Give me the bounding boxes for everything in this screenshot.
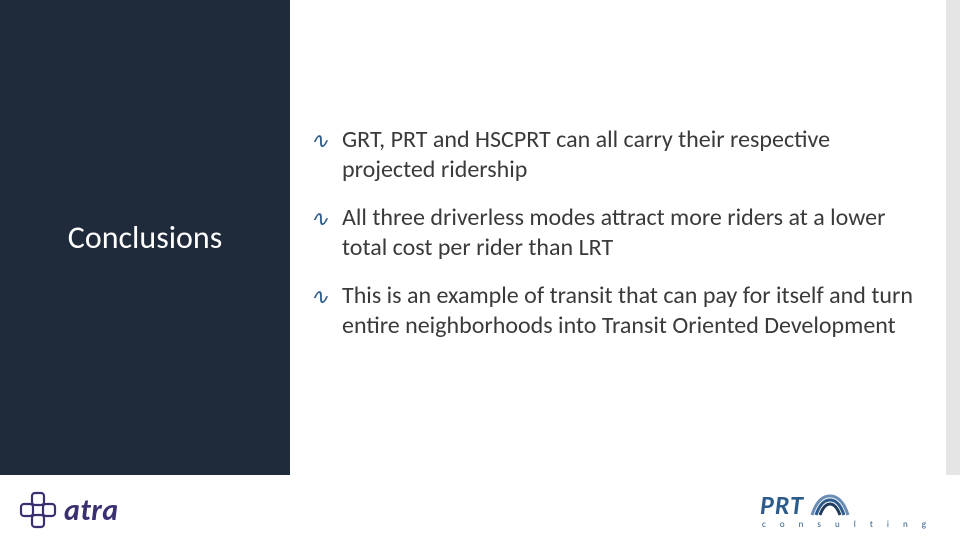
title-panel: Conclusions <box>0 0 290 475</box>
bullet-text: This is an example of transit that can p… <box>342 281 913 340</box>
bullet-text: All three driverless modes attract more … <box>342 203 885 262</box>
bullet-glyph-icon: ∿ <box>310 205 328 233</box>
content-area: ∿ GRT, PRT and HSCPRT can all carry thei… <box>310 125 915 359</box>
atra-logo-icon <box>18 490 58 530</box>
bullet-text: GRT, PRT and HSCPRT can all carry their … <box>342 125 830 184</box>
prt-arc-icon <box>810 492 850 518</box>
prt-logo-text: PRT <box>760 489 804 521</box>
logo-prt: PRT c o n s u l t i n g <box>760 489 932 530</box>
prt-logo-subtext: c o n s u l t i n g <box>762 519 932 530</box>
slide-title: Conclusions <box>68 218 223 257</box>
bullet-glyph-icon: ∿ <box>310 127 328 155</box>
bullet-item: ∿ GRT, PRT and HSCPRT can all carry thei… <box>310 125 915 185</box>
bullet-item: ∿ All three driverless modes attract mor… <box>310 203 915 263</box>
logo-atra: atra <box>18 490 119 530</box>
bullet-item: ∿ This is an example of transit that can… <box>310 281 915 341</box>
atra-logo-text: atra <box>64 492 119 529</box>
bullet-glyph-icon: ∿ <box>310 283 328 311</box>
right-accent-bar <box>946 0 960 475</box>
